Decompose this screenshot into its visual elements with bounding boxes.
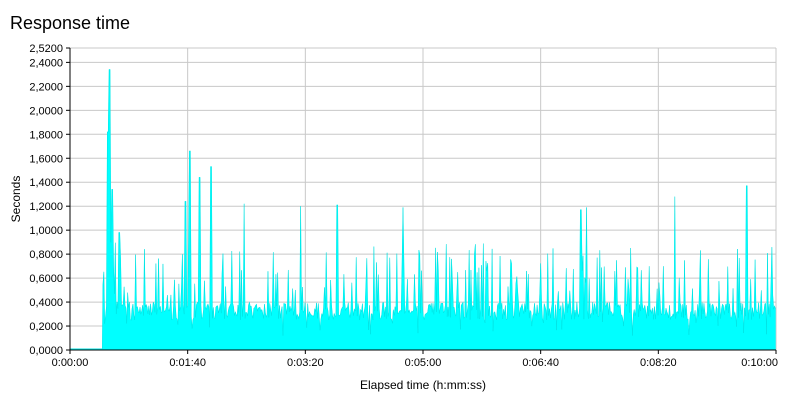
series-layer (69, 69, 776, 351)
axes (66, 47, 777, 354)
y-tick-labels: 0,0000 0,2000 0,4000 0,6000 0,8000 1,0000 1,20… (29, 43, 63, 357)
y-tick-label-8: 1,6000 (29, 153, 63, 165)
y-tick-label-4: 0,8000 (29, 249, 63, 261)
y-tick-label-11: 2,2000 (29, 81, 63, 93)
x-tick-label-1: 0:01:40 (169, 357, 206, 369)
y-tick-label-5: 1,0000 (29, 225, 63, 237)
x-tick-label-0: 0:00:00 (52, 357, 89, 369)
y-tick-label-0: 0,0000 (29, 345, 63, 357)
y-tick-label-1: 0,2000 (29, 321, 63, 333)
x-axis-label: Elapsed time (h:mm:ss) (360, 378, 486, 392)
y-tick-label-3: 0,6000 (29, 273, 63, 285)
y-tick-label-13: 2,5200 (29, 43, 63, 55)
x-tick-labels: 0:00:00 0:01:40 0:03:20 0:05:00 0:06:40 0:08:… (52, 357, 778, 369)
x-tick-label-3: 0:05:00 (405, 357, 442, 369)
y-tick-label-2: 0,4000 (29, 297, 63, 309)
y-axis-label: Seconds (9, 176, 23, 223)
chart-title: Response time (10, 13, 130, 33)
y-tick-label-6: 1,2000 (29, 201, 63, 213)
y-tick-label-10: 2,0000 (29, 105, 63, 117)
x-tick-label-5: 0:08:20 (640, 357, 677, 369)
x-tick-label-2: 0:03:20 (287, 357, 324, 369)
response-time-line (70, 69, 776, 350)
y-tick-label-12: 2,4000 (29, 57, 63, 69)
y-tick-label-7: 1,4000 (29, 177, 63, 189)
x-tick-label-6: 0:10:00 (741, 357, 778, 369)
y-tick-label-9: 1,8000 (29, 129, 63, 141)
x-tick-label-4: 0:06:40 (522, 357, 559, 369)
